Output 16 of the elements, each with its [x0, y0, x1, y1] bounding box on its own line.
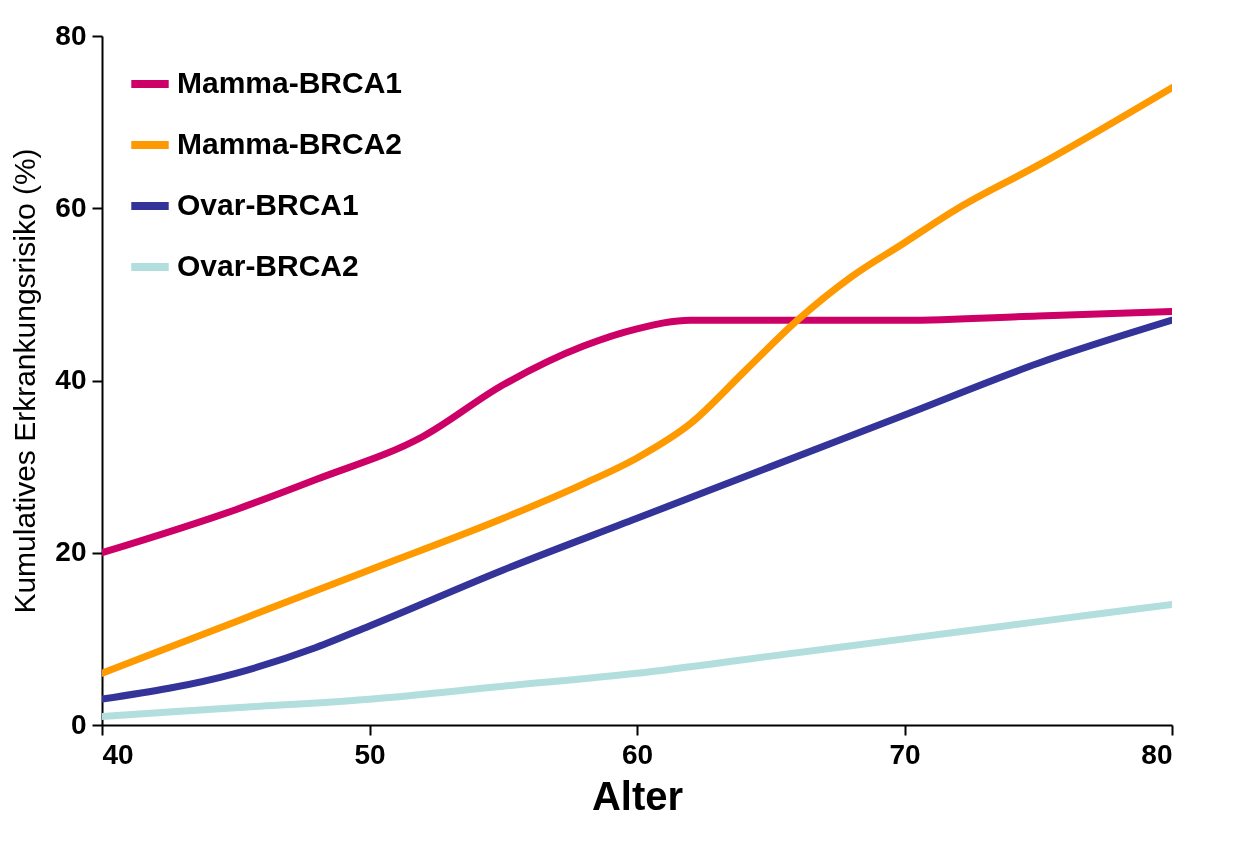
legend-label: Mamma-BRCA1 — [177, 66, 403, 99]
legend-label: Ovar-BRCA1 — [177, 188, 359, 221]
legend-label: Mamma-BRCA2 — [177, 127, 403, 160]
x-axis-title: Alter — [591, 773, 684, 818]
y-tick-label: 20 — [55, 536, 87, 568]
y-tick-label: 60 — [55, 191, 87, 223]
x-tick-label: 50 — [354, 738, 386, 770]
x-tick-label: 60 — [621, 738, 654, 770]
x-tick-label: 80 — [1141, 738, 1173, 770]
y-tick-label: 40 — [55, 364, 87, 395]
y-tick-label: 0 — [70, 708, 87, 740]
y-tick-label: 80 — [55, 19, 87, 51]
x-tick-label: 40 — [102, 738, 134, 770]
y-axis-title: Kumulatives Erkrankungsrisiko (%) — [8, 148, 42, 614]
x-tick-label: 70 — [889, 738, 921, 770]
legend-label: Ovar-BRCA2 — [177, 249, 359, 282]
